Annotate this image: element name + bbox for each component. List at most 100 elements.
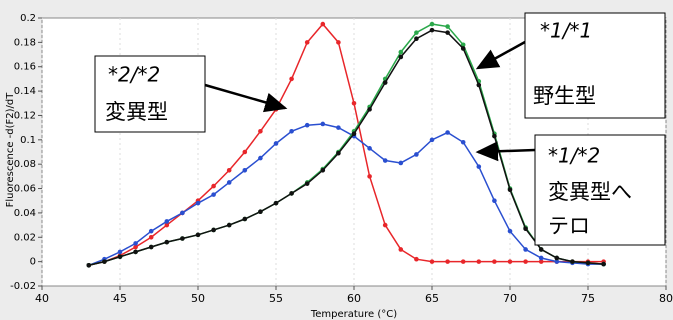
data-point [226,180,232,185]
data-point [180,210,185,216]
data-point [86,262,92,268]
y-tick-label: 0.16 [14,62,36,73]
data-point [445,24,450,29]
arrow [475,40,526,70]
data-point [585,260,591,266]
data-point [320,21,326,27]
data-point [476,82,482,88]
annotation-box [94,55,206,133]
arrow [475,141,536,162]
data-point [304,122,310,128]
data-point [523,226,528,232]
data-point [367,174,372,179]
data-point [102,259,107,264]
data-point [429,259,435,264]
data-point [398,49,404,55]
x-tick-label: 40 [35,292,49,305]
annotation: *1/*2 変異型へ テロ [475,134,666,246]
data-point [133,241,138,246]
data-point [273,141,279,146]
data-point [492,133,497,139]
data-point [164,222,170,228]
y-tick-label: 0.2 [20,13,36,24]
annotation-box [524,12,666,119]
y-tick-label: 0.1 [20,135,36,146]
data-point [382,80,388,85]
x-tick-label: 70 [503,292,517,305]
data-point [226,167,232,173]
data-point [351,100,357,106]
x-tick-label: 50 [191,292,205,305]
x-tick-label: 80 [659,292,673,305]
data-point [148,228,154,234]
annotation-text: 変異型 [105,100,168,124]
data-point [273,107,279,112]
data-point [538,255,544,261]
data-point [507,187,513,193]
data-point [507,228,513,234]
x-tick-label: 55 [269,292,283,305]
data-point [414,30,419,35]
y-tick-label: -0.02 [10,281,36,292]
series-line [88,22,604,267]
annotation-text: 野生型 [533,84,596,108]
annotation-genotype: *2/*2 [108,63,160,87]
data-point [460,259,466,264]
data-point [476,259,482,264]
data-point [414,152,419,157]
series-line [88,29,604,267]
data-point [133,244,138,250]
data-point [351,131,357,137]
y-tick-label: 0.04 [14,208,36,219]
y-tick-label: 0.06 [14,184,36,195]
data-point [554,255,560,261]
data-point [382,222,388,228]
data-point [320,121,326,127]
data-point [460,42,466,48]
data-point [507,259,513,264]
data-point [133,249,138,255]
data-point [289,76,294,82]
data-point [164,219,170,224]
y-tick-label: 0.14 [14,86,36,97]
data-point [382,158,388,163]
annotation: *1/*1 野生型 [475,12,666,119]
data-point [429,137,435,143]
annotation-text: 変異型へ [548,180,632,204]
data-point [538,259,544,264]
y-tick-label: 0.02 [14,232,36,243]
x-tick-label: 65 [425,292,439,305]
data-point [336,125,341,130]
data-point [211,192,216,197]
annotation-box [534,134,666,246]
x-tick-label: 45 [113,292,127,305]
data-point [117,254,123,260]
data-point [398,54,404,60]
data-point [258,128,263,134]
data-point [554,259,560,264]
arrow [204,83,288,113]
data-point [445,130,450,135]
annotation: *2/*2 変異型 [94,55,288,133]
data-point [538,247,544,252]
data-point [304,181,310,186]
data-point [195,200,201,206]
data-point [211,183,216,189]
data-point [445,30,450,35]
data-point [429,27,435,33]
data-point [320,167,326,173]
y-tick-label: 0 [30,257,36,268]
data-point [304,40,310,45]
data-point [336,150,341,156]
y-tick-label: 0.18 [14,37,36,48]
data-point [258,209,263,214]
data-point [398,247,404,252]
data-point [460,139,466,145]
data-point [398,160,404,166]
annotation-genotype: *1/*2 [548,144,600,168]
data-point [242,149,248,155]
data-point [492,198,497,204]
data-point [492,259,497,264]
x-axis-label: Temperature (°C) [310,309,397,320]
